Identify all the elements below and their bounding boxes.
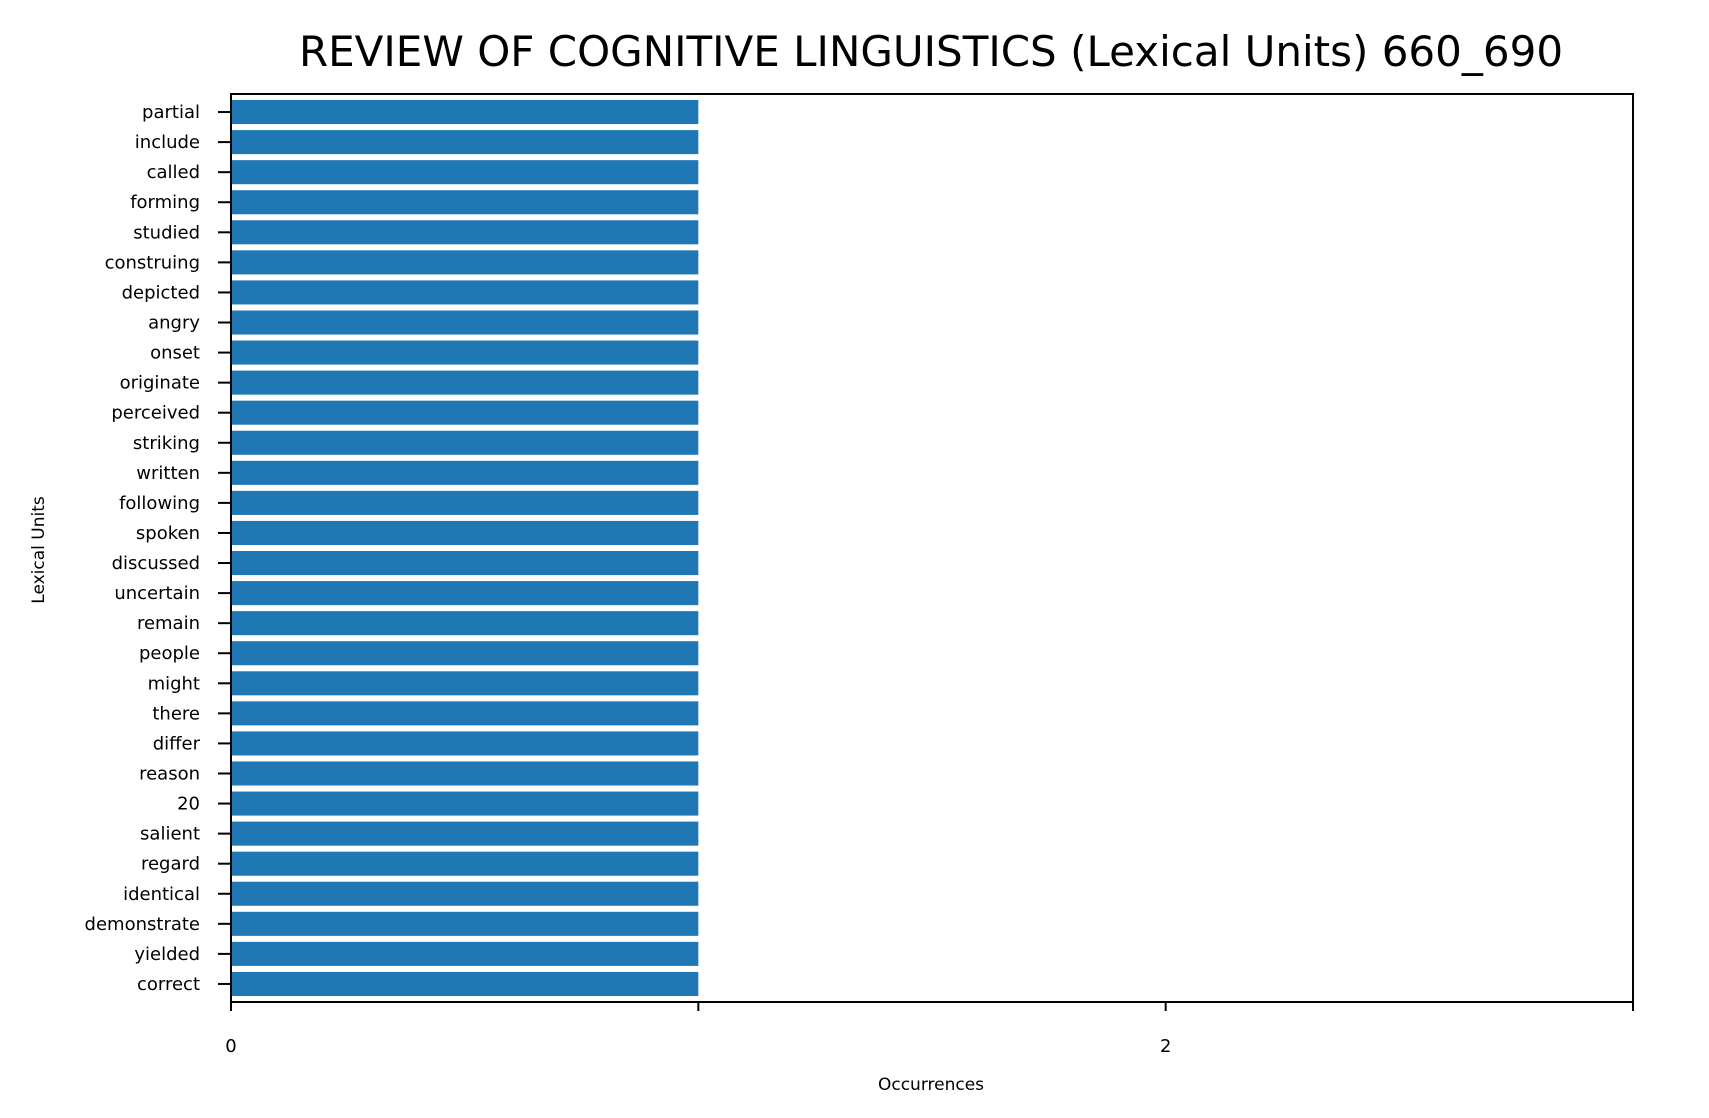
- bar-people: [231, 641, 699, 666]
- bar-forming: [231, 190, 699, 215]
- y-tick-label: studied: [133, 222, 200, 243]
- y-tick-label: yielded: [134, 944, 200, 965]
- y-tick-label: following: [119, 493, 200, 514]
- y-tick-label: spoken: [136, 523, 200, 544]
- bar-spoken: [231, 520, 699, 545]
- chart-title: REVIEW OF COGNITIVE LINGUISTICS (Lexical…: [299, 27, 1563, 76]
- y-tick-label: there: [152, 703, 200, 724]
- y-tick-label: might: [148, 673, 200, 694]
- y-tick-label: discussed: [112, 553, 200, 574]
- bar-depicted: [231, 280, 699, 305]
- y-tick-label: striking: [133, 433, 200, 454]
- x-tick-label: 0: [225, 1036, 236, 1057]
- bar-striking: [231, 430, 699, 455]
- x-axis-label: Occurrences: [878, 1075, 984, 1095]
- bar-there: [231, 701, 699, 726]
- bar-called: [231, 160, 699, 185]
- y-tick-label: differ: [153, 733, 201, 754]
- bar-construing: [231, 250, 699, 275]
- y-tick-label: onset: [150, 343, 200, 364]
- y-tick-label: written: [136, 463, 200, 484]
- bar-written: [231, 460, 699, 485]
- y-tick-label: called: [147, 162, 200, 183]
- y-tick-label: correct: [137, 974, 200, 995]
- bar-angry: [231, 310, 699, 335]
- y-tick-label: originate: [120, 373, 200, 394]
- y-tick-label: include: [135, 132, 200, 153]
- y-tick-label: identical: [123, 884, 200, 905]
- y-tick-label: reason: [139, 763, 200, 784]
- bar-reason: [231, 761, 699, 786]
- bar-identical: [231, 881, 699, 906]
- y-tick-label: people: [139, 643, 200, 664]
- bar-originate: [231, 370, 699, 395]
- bar-demonstrate: [231, 911, 699, 936]
- bar-discussed: [231, 551, 699, 576]
- bar-20: [231, 791, 699, 816]
- plot-area-frame: [230, 93, 1634, 1003]
- y-tick-label: 20: [177, 794, 200, 815]
- y-tick-label: forming: [130, 192, 200, 213]
- y-tick-label: regard: [141, 854, 200, 875]
- bar-yielded: [231, 941, 699, 966]
- bars-group: [231, 100, 699, 996]
- bar-uncertain: [231, 581, 699, 606]
- bar-include: [231, 130, 699, 155]
- bar-correct: [231, 971, 699, 996]
- x-tick-label: 2: [1160, 1036, 1171, 1057]
- y-tick-label: uncertain: [114, 583, 200, 604]
- bar-remain: [231, 611, 699, 636]
- bar-following: [231, 490, 699, 515]
- bar-onset: [231, 340, 699, 365]
- y-tick-label: salient: [140, 824, 200, 845]
- y-tick-label: demonstrate: [85, 914, 200, 935]
- bar-might: [231, 671, 699, 696]
- bar-partial: [231, 100, 699, 125]
- y-tick-label: partial: [142, 102, 200, 123]
- bar-perceived: [231, 400, 699, 425]
- y-tick-label: perceived: [111, 403, 200, 424]
- bar-regard: [231, 851, 699, 876]
- y-tick-label: angry: [148, 313, 200, 334]
- y-axis-ticks: partial include called forming studied constr…: [85, 102, 231, 995]
- bar-studied: [231, 220, 699, 245]
- y-axis-label: Lexical Units: [29, 496, 49, 604]
- bar-differ: [231, 731, 699, 756]
- y-tick-label: depicted: [122, 282, 200, 303]
- y-tick-label: construing: [105, 252, 200, 273]
- bar-salient: [231, 821, 699, 846]
- y-tick-label: remain: [137, 613, 200, 634]
